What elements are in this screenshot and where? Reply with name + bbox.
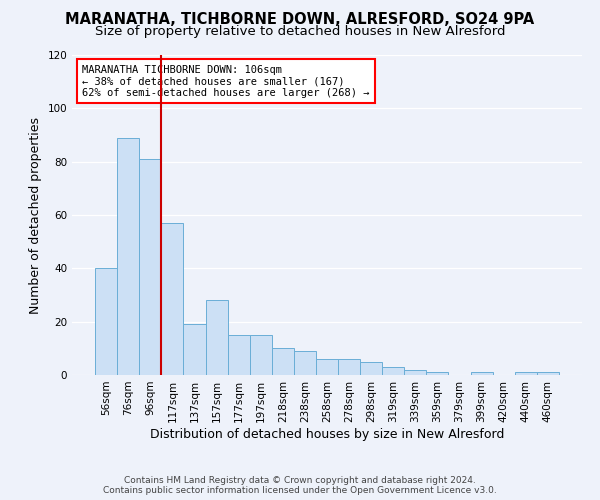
Bar [316, 359, 338, 375]
Text: MARANATHA, TICHBORNE DOWN, ALRESFORD, SO24 9PA: MARANATHA, TICHBORNE DOWN, ALRESFORD, SO… [65, 12, 535, 28]
Bar [139, 159, 161, 375]
Bar [294, 351, 316, 375]
Bar [206, 300, 227, 375]
Bar [338, 359, 360, 375]
X-axis label: Distribution of detached houses by size in New Alresford: Distribution of detached houses by size … [150, 428, 504, 440]
Bar [404, 370, 427, 375]
Bar [272, 348, 294, 375]
Bar [515, 372, 537, 375]
Bar [95, 268, 117, 375]
Bar [184, 324, 206, 375]
Bar [470, 372, 493, 375]
Text: Size of property relative to detached houses in New Alresford: Size of property relative to detached ho… [95, 25, 505, 38]
Bar [227, 335, 250, 375]
Bar [382, 367, 404, 375]
Bar [537, 372, 559, 375]
Bar [427, 372, 448, 375]
Y-axis label: Number of detached properties: Number of detached properties [29, 116, 42, 314]
Text: MARANATHA TICHBORNE DOWN: 106sqm
← 38% of detached houses are smaller (167)
62% : MARANATHA TICHBORNE DOWN: 106sqm ← 38% o… [82, 64, 370, 98]
Bar [161, 223, 184, 375]
Text: Contains HM Land Registry data © Crown copyright and database right 2024.
Contai: Contains HM Land Registry data © Crown c… [103, 476, 497, 495]
Bar [360, 362, 382, 375]
Bar [117, 138, 139, 375]
Bar [250, 335, 272, 375]
